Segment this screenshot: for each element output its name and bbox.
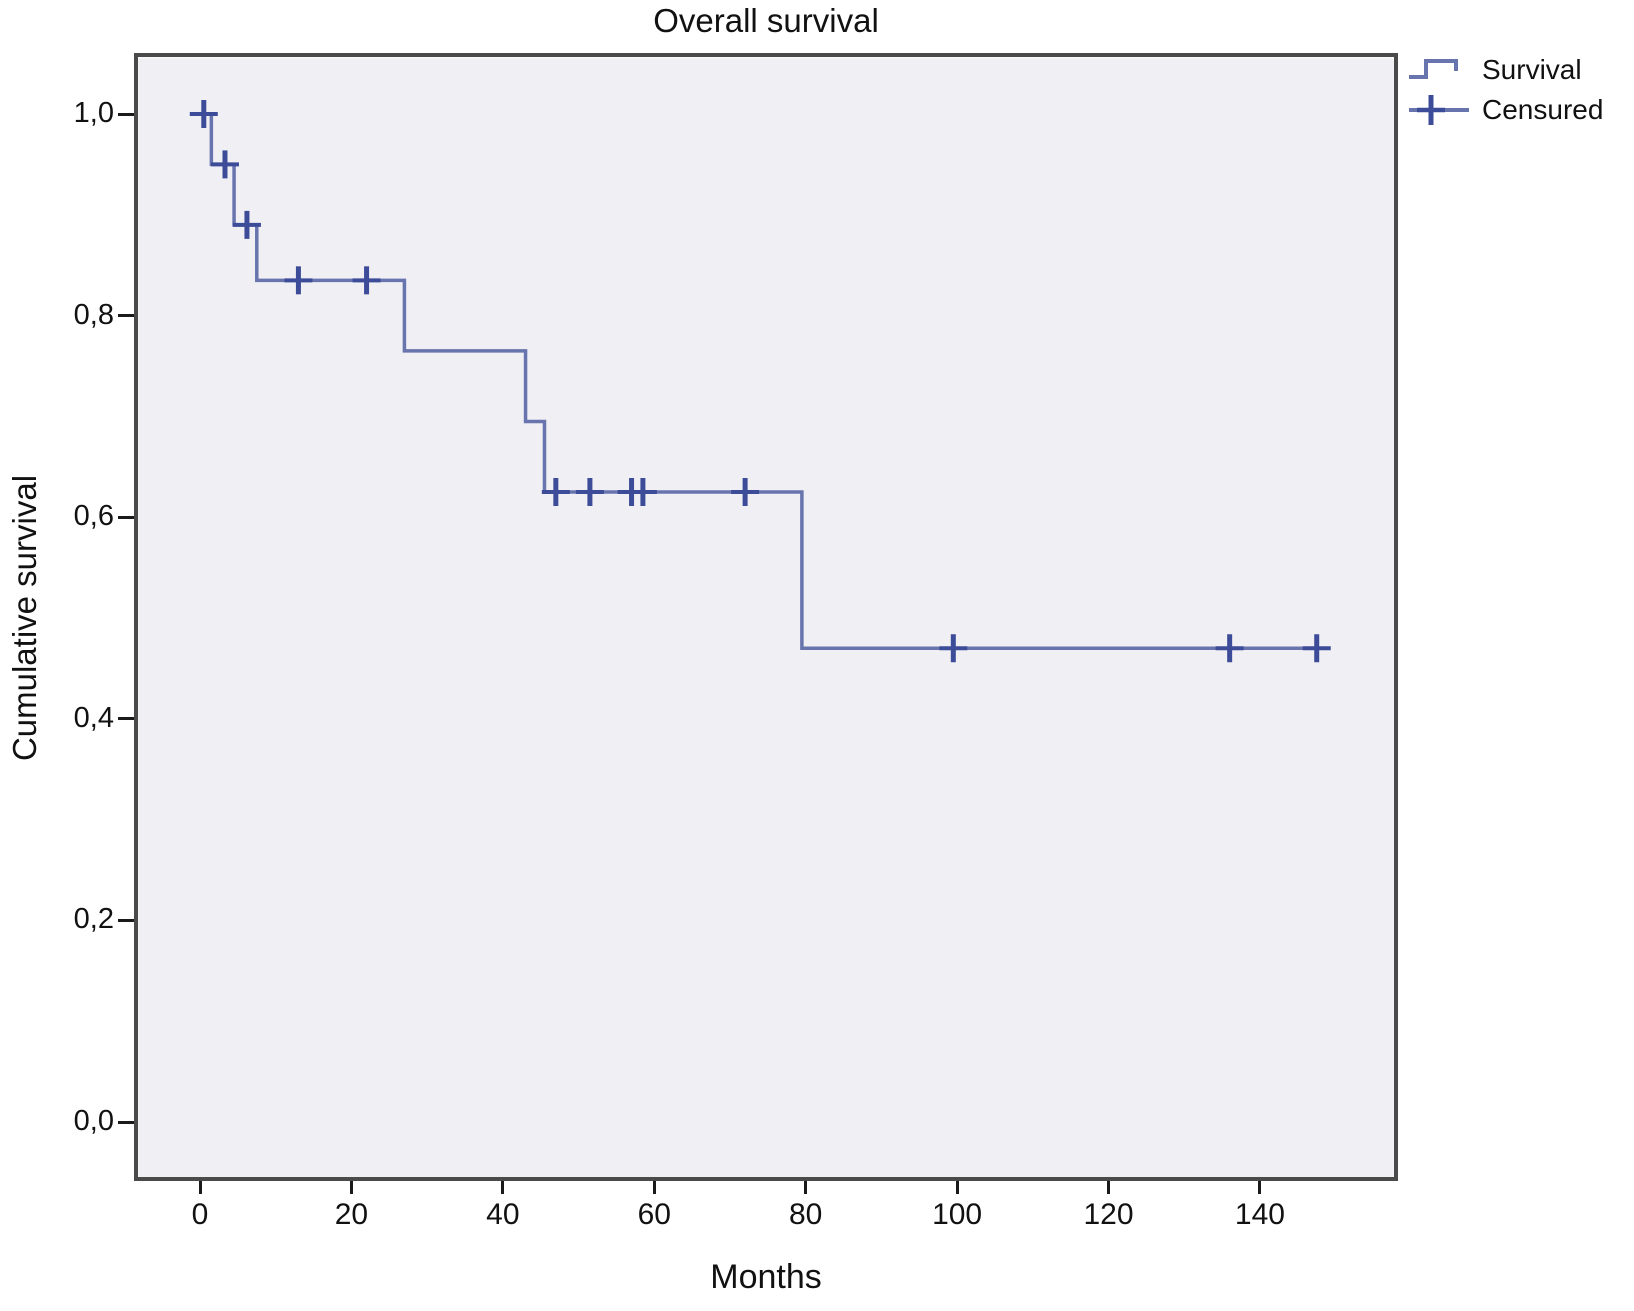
y-tick xyxy=(118,515,134,519)
chart-title: Overall survival xyxy=(653,2,879,39)
y-tick-label: 0,6 xyxy=(73,500,114,533)
x-tick-label: 120 xyxy=(1083,1198,1134,1231)
censor-mark xyxy=(189,100,218,128)
censor-mark xyxy=(210,150,239,179)
y-tick xyxy=(118,1120,134,1124)
legend-item-censured: Censured xyxy=(1406,90,1603,130)
y-tick-label: 0,8 xyxy=(73,298,114,331)
survival-curve-canvas xyxy=(189,100,1331,663)
legend-label-censured: Censured xyxy=(1482,94,1604,125)
censored-plus-icon xyxy=(1409,95,1469,125)
y-tick xyxy=(118,112,134,116)
censor-mark xyxy=(284,266,313,295)
y-tick-label: 0,2 xyxy=(73,903,114,936)
survival-step-curve xyxy=(200,112,1329,650)
x-tick-label: 100 xyxy=(932,1198,983,1231)
censor-mark xyxy=(731,478,760,506)
survival-step-line-icon xyxy=(1409,59,1458,79)
y-tick-label: 1,0 xyxy=(73,97,114,129)
x-tick-label: 60 xyxy=(637,1198,671,1231)
y-tick-label: 0,4 xyxy=(73,701,114,734)
x-axis-title: Months xyxy=(710,1258,822,1296)
plot-area xyxy=(134,53,1398,1181)
censor-mark xyxy=(1302,634,1331,663)
censor-mark xyxy=(575,478,604,506)
censor-mark xyxy=(541,478,570,506)
x-tick-label: 80 xyxy=(788,1198,823,1231)
legend-item-survival: Survival xyxy=(1406,50,1603,90)
x-tick xyxy=(1107,1181,1111,1194)
censor-mark xyxy=(1215,634,1244,663)
x-tick xyxy=(349,1181,353,1194)
x-tick-label: 40 xyxy=(486,1198,520,1231)
x-tick xyxy=(955,1181,959,1194)
x-tick xyxy=(198,1181,202,1194)
x-tick xyxy=(804,1181,808,1194)
x-tick xyxy=(652,1181,656,1194)
x-tick-label: 140 xyxy=(1234,1198,1285,1231)
y-tick xyxy=(118,314,134,318)
x-tick xyxy=(1258,1181,1262,1194)
censor-mark xyxy=(232,210,261,239)
y-tick-label: 0,0 xyxy=(73,1105,114,1137)
x-tick-label: 20 xyxy=(334,1198,369,1231)
censor-mark xyxy=(352,266,381,295)
x-tick xyxy=(501,1181,505,1194)
y-tick xyxy=(118,918,134,922)
censor-mark xyxy=(628,478,657,506)
censor-mark xyxy=(939,634,968,663)
legend-label-survival: Survival xyxy=(1482,54,1582,85)
legend: Survival Censured xyxy=(1406,50,1603,130)
y-tick xyxy=(118,717,134,721)
x-tick-label: 0 xyxy=(191,1198,209,1231)
